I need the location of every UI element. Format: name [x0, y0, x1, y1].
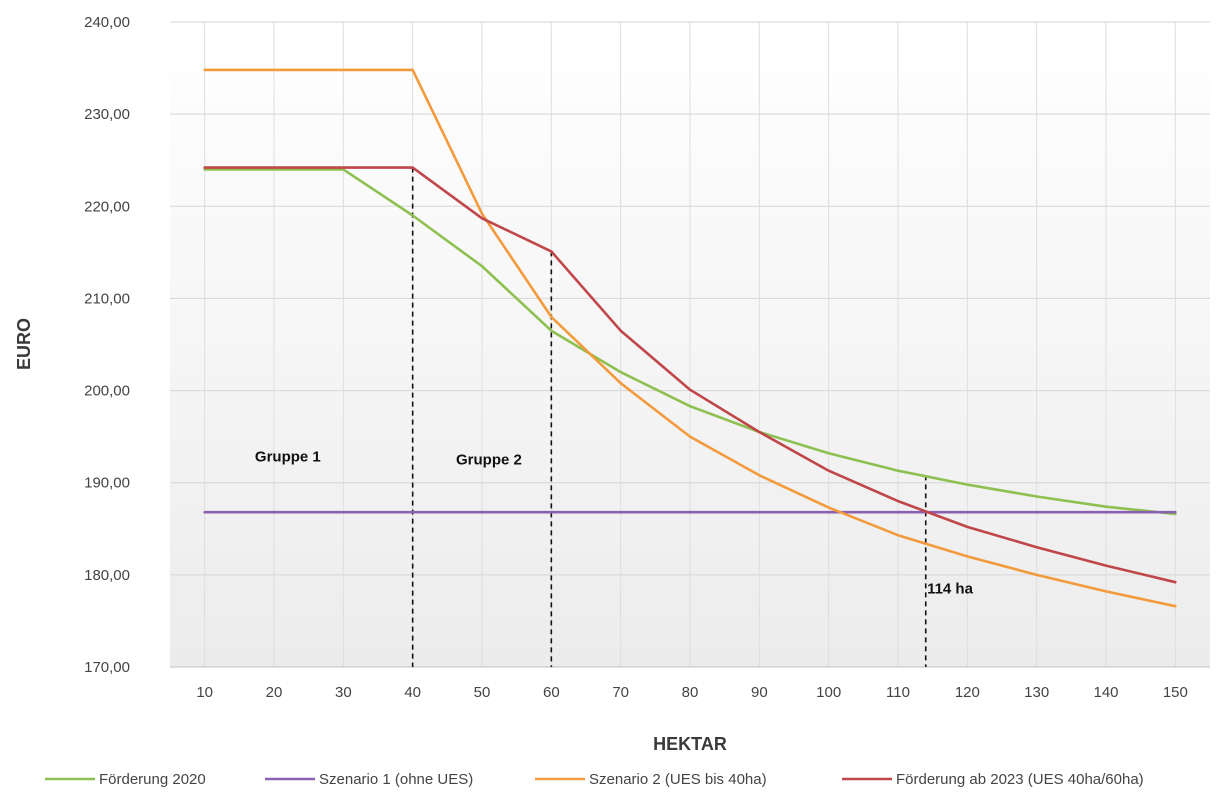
y-axis: 170,00 180,00 190,00 200,00 210,00 220,00 230,… — [84, 14, 130, 676]
y-tick-label: 180,00 — [84, 567, 130, 584]
x-tick-label: 10 — [196, 684, 213, 701]
series-line-3 — [203, 166, 1177, 584]
annotation-label: Gruppe 1 — [255, 449, 321, 466]
reference-lines — [411, 167, 927, 667]
x-tick-label: 120 — [955, 684, 980, 701]
x-tick-label: 150 — [1163, 684, 1188, 701]
x-tick-label: 50 — [474, 684, 491, 701]
y-tick-label: 170,00 — [84, 659, 130, 676]
legend-label: Szenario 2 (UES bis 40ha) — [589, 771, 767, 788]
series-line-0 — [203, 168, 1177, 516]
x-tick-label: 60 — [543, 684, 560, 701]
x-tick-label: 90 — [751, 684, 768, 701]
series-group — [203, 68, 1177, 608]
annotation-label: Gruppe 2 — [456, 451, 522, 468]
y-tick-label: 210,00 — [84, 290, 130, 307]
x-tick-label: 70 — [612, 684, 629, 701]
gridlines — [170, 21, 1210, 668]
y-tick-label: 190,00 — [84, 475, 130, 492]
x-axis: 10 20 30 40 50 60 70 80 90 100 110 120 130 140 150 — [196, 684, 1188, 701]
y-tick-label: 220,00 — [84, 198, 130, 215]
y-axis-title: EURO — [14, 318, 34, 370]
legend-label: Förderung ab 2023 (UES 40ha/60ha) — [896, 771, 1144, 788]
x-tick-label: 30 — [335, 684, 352, 701]
x-tick-label: 110 — [886, 684, 910, 701]
annotation-label: 114 ha — [927, 580, 974, 597]
legend-label: Förderung 2020 — [99, 771, 206, 788]
x-tick-label: 80 — [682, 684, 699, 701]
legend: Förderung 2020 Szenario 1 (ohne UES) Szena… — [45, 771, 1144, 788]
x-tick-label: 130 — [1024, 684, 1049, 701]
x-tick-label: 40 — [404, 684, 421, 701]
x-axis-title: HEKTAR — [653, 734, 727, 754]
annotations: Gruppe 1 Gruppe 2 114 ha — [255, 449, 974, 598]
y-tick-label: 240,00 — [84, 14, 130, 31]
x-tick-label: 100 — [816, 684, 841, 701]
y-tick-label: 230,00 — [84, 106, 130, 123]
x-tick-label: 140 — [1093, 684, 1118, 701]
series-line-2 — [203, 68, 1177, 608]
y-tick-label: 200,00 — [84, 383, 130, 400]
legend-label: Szenario 1 (ohne UES) — [319, 771, 473, 788]
x-tick-label: 20 — [266, 684, 283, 701]
